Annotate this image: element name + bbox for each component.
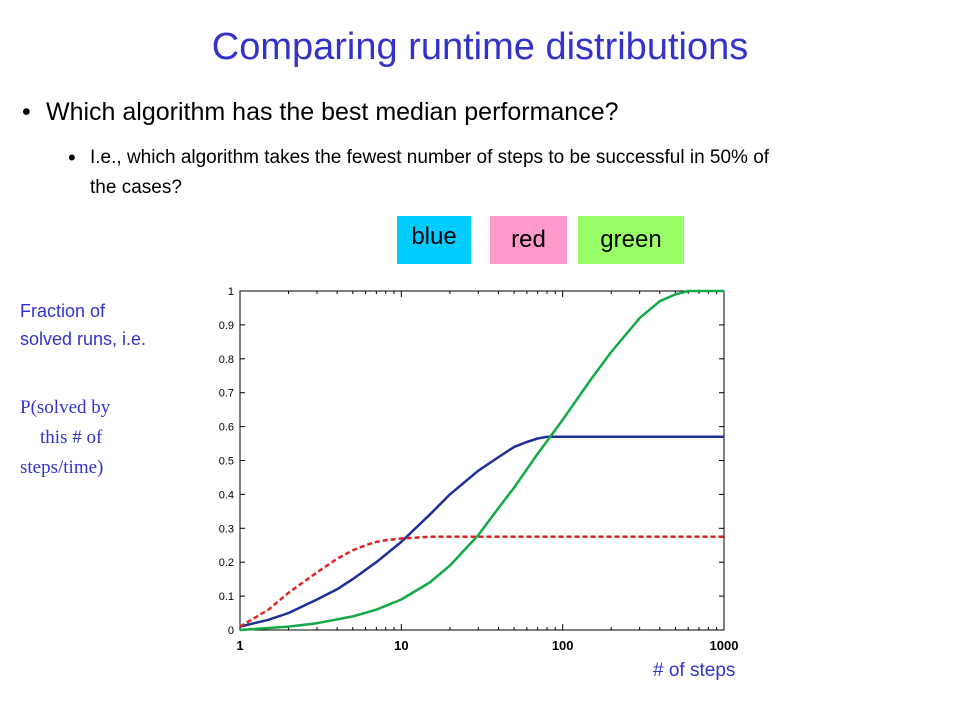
bullet-sub-text: I.e., which algorithm takes the fewest n… — [90, 147, 770, 198]
series-line-0 — [239, 435, 724, 628]
x-axis-label: # of steps — [653, 660, 736, 681]
legend-red: red — [490, 216, 567, 264]
bullet-dot: • — [22, 98, 31, 126]
y-formula-line: steps/time) — [20, 457, 104, 478]
y-axis-label: Fraction of solved runs, i.e. — [20, 297, 146, 353]
y-axis-label-line: solved runs, i.e. — [20, 329, 147, 349]
y-axis-label-line: Fraction of — [20, 301, 106, 321]
y-tick-label: 0.7 — [219, 388, 234, 400]
y-tick-label: 0.6 — [219, 422, 234, 434]
bullet-dot: • — [68, 145, 76, 170]
y-tick-label: 0.2 — [219, 557, 234, 569]
y-tick-label: 0.9 — [219, 320, 234, 332]
series-line-1 — [239, 535, 724, 628]
y-formula-line: this # of — [40, 427, 103, 448]
legend-blue: blue — [397, 216, 471, 264]
x-tick-label: 100 — [552, 638, 574, 653]
y-tick-label: 0.5 — [219, 456, 234, 468]
x-tick-label: 10 — [394, 638, 408, 653]
y-tick-label: 0.4 — [219, 489, 234, 501]
y-tick-label: 0.3 — [219, 523, 234, 535]
page-title: Comparing runtime distributions — [211, 26, 749, 68]
x-tick-label: 1 — [236, 638, 243, 653]
y-tick-label: 1 — [228, 286, 234, 298]
series-line-2 — [239, 289, 724, 632]
y-tick-label: 0.8 — [219, 354, 234, 366]
legend-green: green — [578, 216, 684, 264]
y-axis-formula: P(solved by this # of steps/time) — [20, 393, 150, 483]
y-tick-label: 0 — [228, 625, 234, 637]
y-tick-label: 0.1 — [219, 591, 234, 603]
x-tick-label: 1000 — [710, 638, 739, 653]
y-formula-line: P(solved by — [20, 397, 111, 418]
bullet-main-text: Which algorithm has the best median perf… — [46, 98, 619, 126]
plot-frame — [239, 290, 725, 631]
